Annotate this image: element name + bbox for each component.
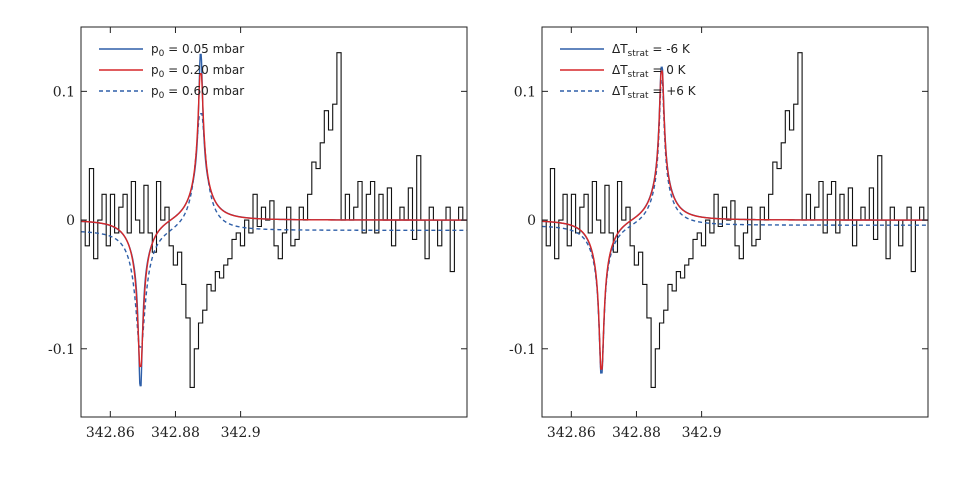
series-line-2 — [542, 70, 928, 370]
plot-frame — [541, 26, 929, 418]
legend-entry-3: p0 = 0.60 mbar — [151, 84, 244, 101]
y-tick-label: 0.1 — [514, 84, 536, 100]
y-tick-label: -0.1 — [48, 342, 75, 358]
plot-area — [542, 52, 928, 388]
legend-entry-3: ΔTstrat = +6 K — [612, 84, 697, 101]
legend-entry-1: p0 = 0.05 mbar — [151, 42, 244, 59]
x-tick-label: 342.9 — [221, 425, 261, 441]
y-tick-label: 0 — [527, 213, 536, 229]
x-tick-label: 342.9 — [682, 425, 722, 441]
x-tick-label: 342.88 — [612, 425, 661, 441]
plot-area — [81, 52, 467, 388]
x-tick-label: 342.86 — [86, 425, 135, 441]
y-tick-label: 0.1 — [53, 84, 75, 100]
series-line-3 — [81, 112, 467, 348]
legend-entry-2: p0 = 0.20 mbar — [151, 63, 244, 80]
plot-frame — [80, 26, 468, 418]
observed-spectrum-line — [81, 52, 467, 388]
y-tick-label: -0.1 — [509, 342, 536, 358]
series-line-2 — [81, 72, 467, 368]
legend-entry-2: ΔTstrat = 0 K — [612, 63, 687, 80]
y-tick-label: 0 — [66, 213, 75, 229]
chart-panel-right: 342.86 342.88 342.9 -0.1 0 0.1 ΔTstrat = -6 K Δ… — [509, 26, 929, 441]
x-tick-label: 342.88 — [151, 425, 200, 441]
observed-spectrum-line — [542, 52, 928, 388]
x-tick-label: 342.86 — [547, 425, 596, 441]
chart-panel-left: 342.86 342.88 342.9 -0.1 0 0.1 p0 = 0.05 mbar p… — [48, 26, 468, 441]
legend-entry-1: ΔTstrat = -6 K — [612, 42, 691, 59]
